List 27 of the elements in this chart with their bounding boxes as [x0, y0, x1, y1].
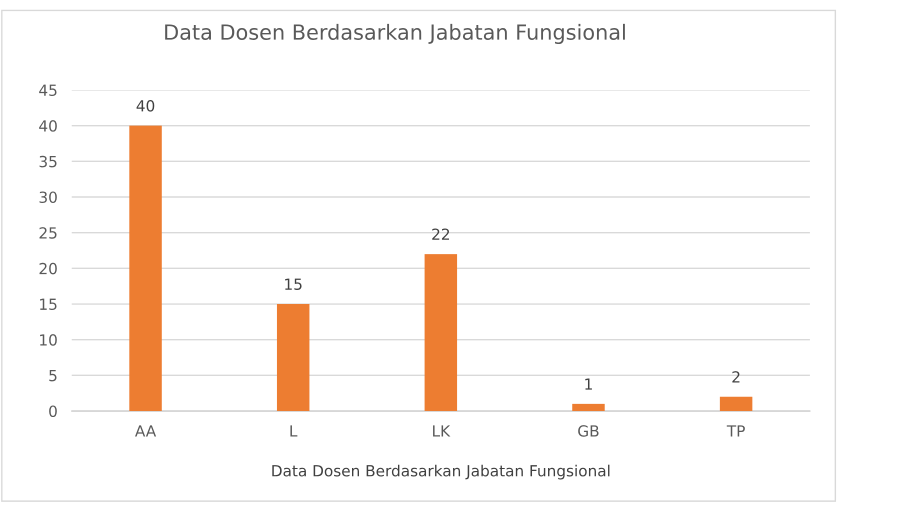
y-tick-label: 25	[40, 227, 57, 239]
y-tick-label: 35	[40, 156, 57, 168]
x-tick-label: TP	[726, 425, 745, 437]
y-tick-label: 40	[39, 120, 57, 132]
bar	[720, 396, 752, 412]
y-tick-label: 15	[40, 298, 57, 310]
x-axis-title: Data Dosen Berdasarkan Jabatan Fungsional	[272, 464, 610, 480]
data-label: 1	[585, 378, 592, 390]
bar	[276, 304, 310, 412]
y-tick-label: 20	[40, 262, 57, 274]
bar	[424, 254, 458, 412]
y-tick-label: 5	[49, 370, 57, 382]
data-label: 40	[136, 100, 154, 112]
x-tick-label: GB	[578, 425, 599, 437]
data-label: 22	[432, 228, 450, 240]
bar	[572, 404, 605, 412]
chart-title: Data Dosen Berdasarkan Jabatan Fungsional	[165, 24, 625, 44]
y-tick-label: 10	[40, 334, 57, 346]
x-tick-label: LK	[433, 425, 450, 437]
data-label: 15	[285, 278, 302, 290]
x-tick-label: L	[290, 425, 298, 437]
y-tick-label: 0	[49, 405, 57, 418]
x-tick-label: AA	[135, 425, 156, 437]
bar	[129, 126, 162, 412]
y-tick-label: 30	[40, 191, 57, 204]
data-label: 2	[732, 371, 740, 382]
y-tick-label: 45	[39, 84, 57, 96]
